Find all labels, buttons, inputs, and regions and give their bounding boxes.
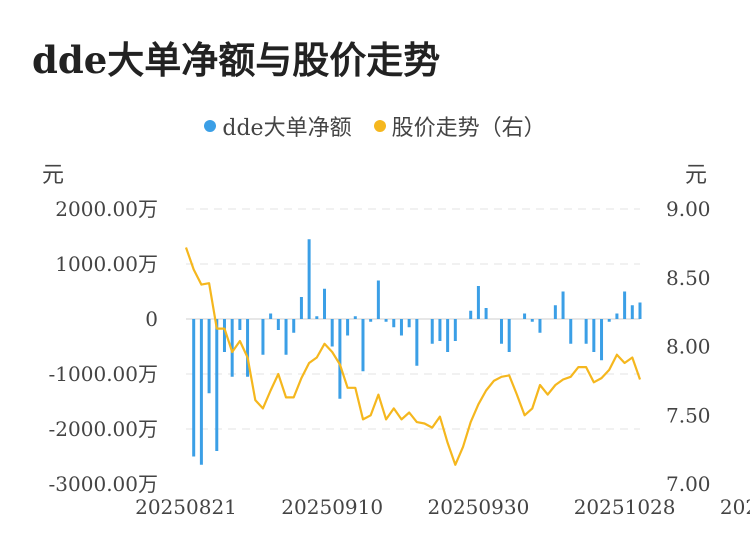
right-tick-label: 8.00 (666, 335, 711, 359)
bar[interactable] (361, 319, 365, 372)
chart-title: dde大单净额与股价走势 (32, 38, 441, 82)
bar[interactable] (553, 305, 557, 319)
x-tick-label: 20250821 (135, 495, 237, 519)
bar[interactable] (222, 319, 226, 352)
bar[interactable] (269, 313, 273, 320)
bar[interactable] (523, 313, 527, 320)
bar[interactable] (438, 319, 442, 341)
bar[interactable] (638, 302, 642, 320)
bar[interactable] (530, 319, 534, 322)
bar[interactable] (584, 319, 588, 344)
bar[interactable] (476, 286, 480, 319)
bar[interactable] (446, 319, 450, 352)
left-axis-labels: 2000.00万 1000.00万 0 -1000.00万 -2000.00万 -3000… (49, 197, 158, 496)
legend-label-price: 股价走势（右） (391, 116, 546, 141)
x-tick-label: 20251117 (720, 495, 750, 519)
bar[interactable] (615, 313, 619, 320)
bar[interactable] (230, 319, 234, 377)
bar[interactable] (561, 291, 565, 320)
bar[interactable] (192, 319, 196, 457)
bar[interactable] (376, 280, 380, 320)
legend-dot-price (373, 120, 386, 132)
right-tick-label: 7.00 (666, 472, 711, 496)
left-axis-unit: 元 (42, 163, 65, 188)
bar[interactable] (207, 319, 211, 394)
bar[interactable] (484, 308, 488, 319)
bar[interactable] (430, 319, 434, 344)
bar[interactable] (346, 319, 350, 336)
bar[interactable] (284, 319, 288, 355)
x-tick-label: 20250910 (281, 495, 383, 519)
right-tick-label: 9.00 (666, 197, 711, 221)
x-tick-label: 20251028 (574, 495, 676, 519)
left-tick-label: 2000.00万 (55, 197, 158, 221)
bar[interactable] (353, 316, 357, 319)
bar[interactable] (415, 319, 419, 366)
bar[interactable] (384, 319, 388, 322)
bar[interactable] (369, 319, 373, 322)
left-tick-label: 0 (145, 307, 158, 331)
left-tick-label: 1000.00万 (55, 252, 158, 276)
bar[interactable] (299, 297, 303, 319)
legend-item-dde[interactable]: dde大单净额 (204, 110, 352, 142)
bar[interactable] (292, 319, 296, 333)
legend[interactable]: dde大单净额 股价走势（右） (0, 110, 750, 142)
x-axis-labels: 20250821 20250910 20250930 20251028 20251117 (135, 495, 750, 519)
bar[interactable] (246, 319, 250, 377)
bar[interactable] (315, 316, 319, 319)
bar[interactable] (407, 319, 411, 328)
left-tick-label: -2000.00万 (49, 417, 158, 441)
bar[interactable] (507, 319, 511, 352)
bar[interactable] (453, 319, 457, 341)
bar[interactable] (469, 310, 473, 319)
bar[interactable] (592, 319, 596, 352)
bar[interactable] (338, 319, 342, 399)
bar[interactable] (215, 319, 219, 451)
left-tick-label: -1000.00万 (49, 362, 158, 386)
bar[interactable] (330, 319, 334, 347)
bar[interactable] (261, 319, 265, 355)
bar[interactable] (569, 319, 573, 344)
bar[interactable] (392, 319, 396, 328)
bar[interactable] (276, 319, 280, 330)
x-tick-label: 20250930 (428, 495, 530, 519)
right-axis-labels: 9.00 8.50 8.00 7.50 7.00 (666, 197, 711, 496)
line-series (184, 247, 642, 466)
bar[interactable] (238, 319, 242, 330)
bar[interactable] (623, 291, 627, 320)
left-tick-label: -3000.00万 (49, 472, 158, 496)
legend-item-price[interactable]: 股价走势（右） (373, 110, 546, 142)
bar[interactable] (538, 319, 542, 333)
bar[interactable] (199, 319, 203, 465)
price-line[interactable] (184, 247, 642, 466)
bar[interactable] (307, 239, 311, 319)
bar[interactable] (607, 319, 611, 322)
right-tick-label: 8.50 (666, 266, 711, 290)
bar[interactable] (399, 319, 403, 336)
legend-dot-dde (204, 120, 217, 132)
bar[interactable] (600, 319, 604, 361)
bar[interactable] (630, 305, 634, 319)
bar[interactable] (499, 319, 503, 344)
bar[interactable] (323, 288, 327, 319)
legend-label-dde: dde大单净额 (222, 116, 352, 141)
right-axis-unit: 元 (685, 163, 708, 188)
bar-series (192, 239, 642, 465)
right-tick-label: 7.50 (666, 403, 711, 427)
